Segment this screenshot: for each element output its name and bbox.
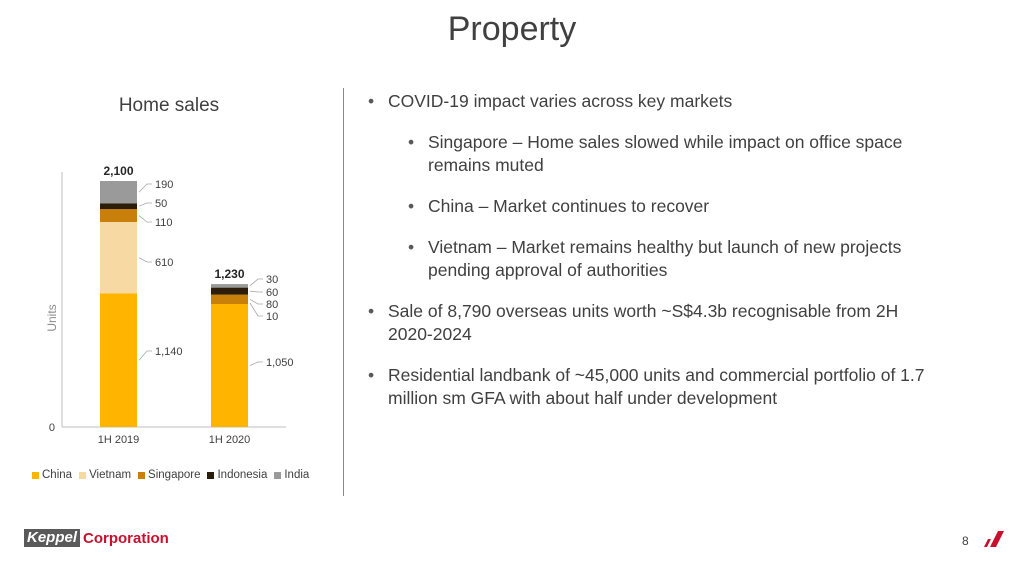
leader-line <box>138 350 152 361</box>
legend-item-china: China <box>32 469 72 481</box>
bullet-covid-impact: COVID-19 impact varies across key market… <box>366 90 966 113</box>
leader-line <box>249 298 263 305</box>
data-label: 1,050 <box>266 357 294 369</box>
total-label: 2,100 <box>103 164 133 178</box>
data-label: 1,140 <box>155 346 183 358</box>
legend-label: Indonesia <box>217 469 268 481</box>
legend-swatch <box>138 471 146 479</box>
keppel-corporation-logo: Keppel Corporation <box>24 529 169 547</box>
bar-india-1 <box>211 284 248 288</box>
bullet-china: China – Market continues to recover <box>406 195 966 218</box>
chart-legend: China Vietnam Singapore Indonesia India <box>32 469 309 481</box>
bullet-list: COVID-19 impact varies across key market… <box>366 90 966 410</box>
page-number: 8 <box>962 534 969 548</box>
legend-item-vietnam: Vietnam <box>79 469 131 481</box>
leader-line <box>138 202 152 207</box>
legend-item-indonesia: Indonesia <box>207 469 267 481</box>
data-label: 50 <box>155 198 167 210</box>
data-label: 110 <box>155 217 173 229</box>
legend-swatch <box>274 471 282 479</box>
legend-swatch <box>79 471 87 479</box>
x-tick-label: 1H 2019 <box>98 434 140 446</box>
slide-title: Property <box>447 10 577 48</box>
leader-line <box>138 183 152 193</box>
bar-singapore-1 <box>211 294 248 304</box>
bar-indonesia-0 <box>100 203 137 210</box>
bar-indonesia-1 <box>211 287 248 295</box>
data-label: 30 <box>266 274 278 286</box>
bar-vietnam-0 <box>100 222 137 294</box>
legend-label: Vietnam <box>89 469 132 481</box>
data-label: 80 <box>266 299 278 311</box>
brand-slash-icon <box>984 531 1004 547</box>
data-label: 60 <box>266 287 278 299</box>
data-label: 610 <box>155 257 173 269</box>
bar-singapore-0 <box>100 209 137 222</box>
x-tick-label: 1H 2020 <box>209 434 251 446</box>
legend-label: Singapore <box>148 469 201 481</box>
legend-swatch <box>207 471 215 479</box>
data-label: 10 <box>266 311 278 323</box>
home-sales-chart: 0 Units 1,140 610 110 50 190 2,100 1H 2019 1,050 8… <box>45 164 294 446</box>
legend-item-india: India <box>274 469 309 481</box>
bar-india-0 <box>100 181 137 204</box>
y-axis-label: Units <box>45 304 59 331</box>
bullet-overseas-sales: Sale of 8,790 overseas units worth ~S$4.… <box>366 300 928 346</box>
legend-label: China <box>42 469 73 481</box>
total-label: 1,230 <box>214 267 244 281</box>
vertical-divider <box>343 88 344 496</box>
bar-china-1 <box>211 304 248 427</box>
leader-line <box>249 361 263 366</box>
leader-line <box>249 278 263 287</box>
leader-line <box>138 215 152 223</box>
bar-china-0 <box>100 293 137 427</box>
legend-label: India <box>284 469 310 481</box>
data-label: 190 <box>155 179 173 191</box>
logo-corporation-text: Corporation <box>83 529 169 547</box>
bullet-singapore: Singapore – Home sales slowed while impa… <box>406 131 948 177</box>
legend-swatch <box>32 471 39 479</box>
leader-line <box>249 302 263 317</box>
legend-item-singapore: Singapore <box>138 469 200 481</box>
leader-line <box>249 290 263 293</box>
bullet-landbank: Residential landbank of ~45,000 units an… <box>366 364 978 410</box>
logo-keppel-text: Keppel <box>24 529 81 547</box>
leader-line <box>138 257 152 263</box>
y-tick-label: 0 <box>49 422 55 434</box>
bullet-vietnam: Vietnam – Market remains healthy but lau… <box>406 236 958 282</box>
chart-title: Home sales <box>118 95 220 116</box>
